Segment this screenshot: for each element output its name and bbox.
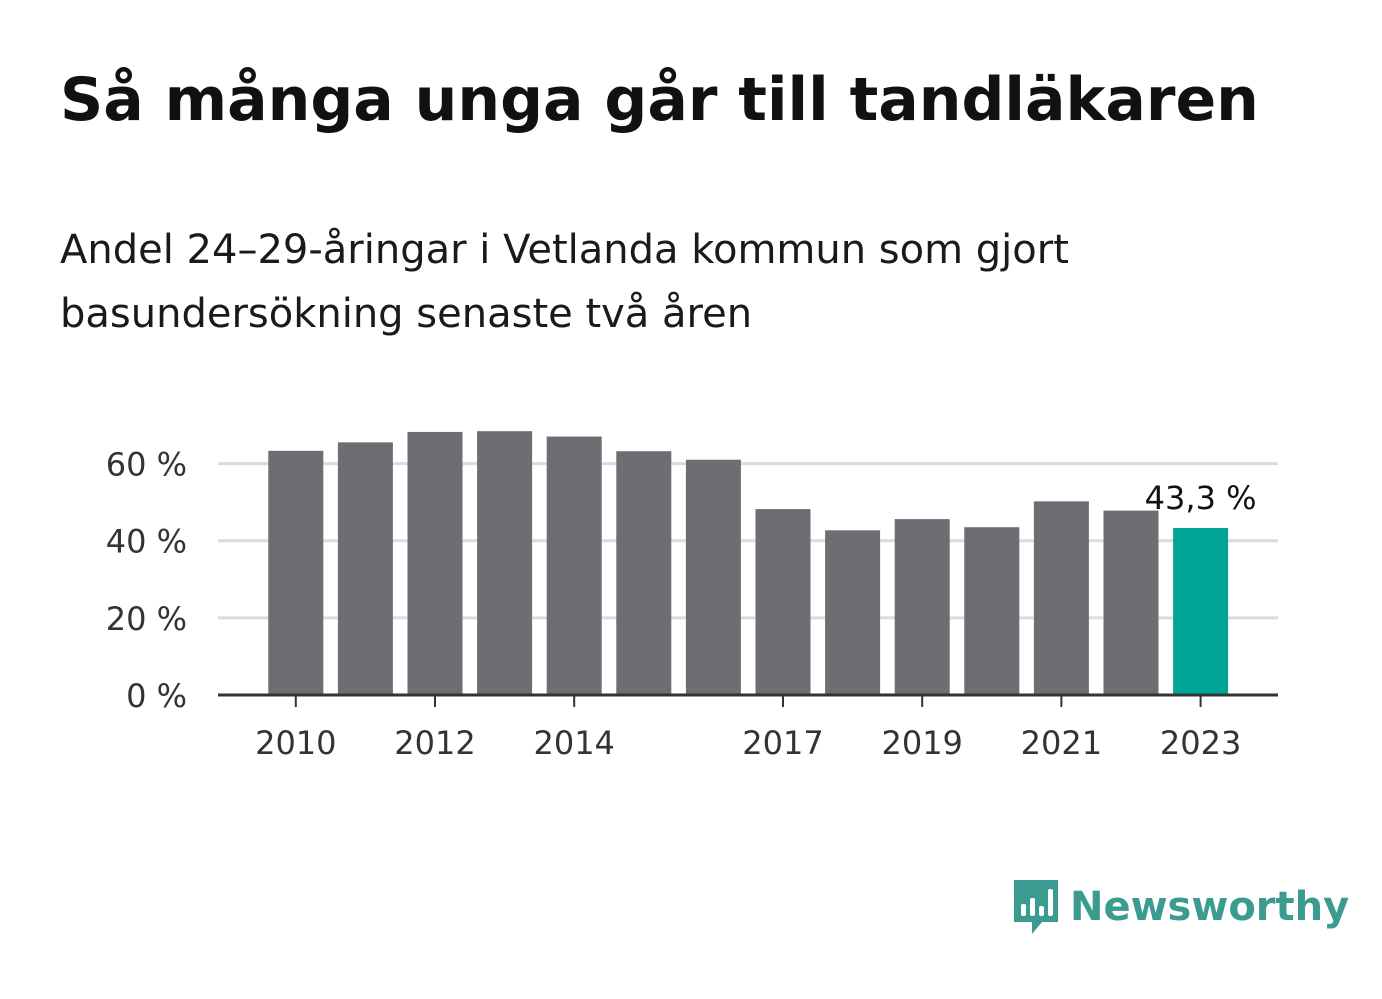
bar-2019 [894,519,950,695]
newsworthy-brand: Newsworthy [1010,876,1349,938]
bar-2017 [755,509,811,695]
x-tick-label: 2010 [255,724,336,762]
bar-2011 [337,442,393,695]
y-tick-label: 40 % [106,523,187,561]
x-tick-label: 2017 [742,724,823,762]
x-tick-label: 2019 [881,724,962,762]
y-tick-label: 20 % [106,600,187,638]
bar-2022 [1103,510,1159,695]
chart-subtitle: Andel 24–29-åringar i Vetlanda kommun so… [60,227,1069,337]
bar-2014 [546,436,602,695]
axis-layer [218,693,1278,707]
bar-2016 [685,459,741,695]
bar-2021 [1033,501,1089,695]
y-tick-label: 0 % [126,677,187,715]
bar-2015 [616,451,672,695]
x-tick-label: 2023 [1160,724,1241,762]
x-tick-label: 2012 [394,724,475,762]
chart-title: Så många unga går till tandläkaren [60,65,1259,135]
brand-name: Newsworthy [1070,884,1350,930]
x-tick-label: 2021 [1021,724,1102,762]
bar-2013 [477,431,533,695]
bar-2010 [268,450,324,695]
bar-layer [268,431,1229,695]
x-tick-label: 2014 [533,724,614,762]
bar-2018 [825,530,881,695]
y-tick-label: 60 % [106,446,187,484]
newsworthy-logo-icon [1014,880,1058,934]
data-label-2023: 43,3 % [1145,479,1257,517]
grid-layer [218,462,1278,620]
bar-2012 [407,431,463,695]
bar-2020 [964,527,1020,695]
bar-2023 [1173,527,1229,695]
label-layer: 0 % 20 % 40 % 60 % 2010 2012 2014 2017 2019 2021 2… [106,446,1257,762]
